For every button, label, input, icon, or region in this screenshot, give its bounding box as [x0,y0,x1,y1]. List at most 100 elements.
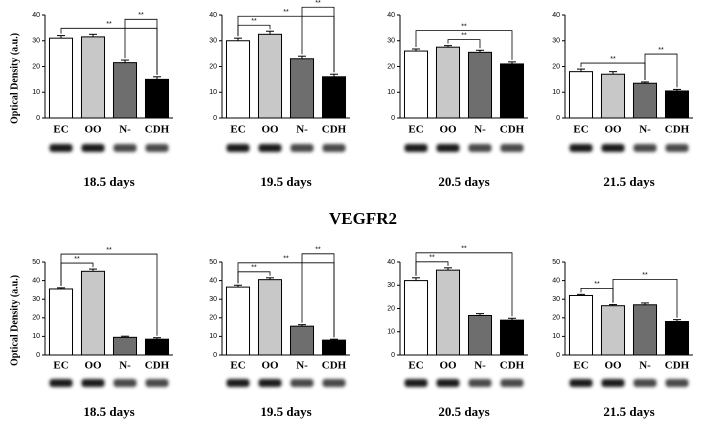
significance-bracket [447,39,481,49]
blot-band [226,144,250,152]
blot-band [258,379,282,387]
blot-band [665,379,689,387]
bar [568,71,594,119]
bar [664,321,690,356]
significance-label: ** [106,21,112,28]
x-tick-label: N- [119,124,131,136]
y-tick-label: 10 [32,333,40,340]
x-tick-label: N- [474,124,486,136]
y-tick-label: 40 [552,277,560,284]
blot-band [81,379,105,387]
significance-bracket [415,30,513,60]
blot-band [258,144,282,152]
x-tick-label: OO [604,124,622,136]
y-tick-label: 10 [552,333,560,340]
significance-label: ** [74,256,80,263]
bar [632,82,658,119]
x-tick-label: N- [296,360,308,372]
significance-bracket [301,6,335,73]
bar [144,78,170,119]
y-tick-label: 0 [213,352,217,359]
chart-title: 20.5 days [438,174,489,189]
blot-band [436,379,460,387]
bar [467,51,493,119]
blot-band [468,144,492,152]
x-tick-label: EC [408,124,423,136]
x-tick-label: EC [53,360,68,372]
x-tick-label: CDH [322,124,347,136]
blot-band [145,144,169,152]
bar [467,314,493,356]
significance-label: ** [138,12,144,19]
significance-bracket [124,18,158,75]
blot-band [49,144,73,152]
y-tick-label: 20 [387,63,395,70]
y-tick-label: 30 [552,38,560,45]
significance-label: ** [658,47,664,54]
x-tick-label: N- [119,360,131,372]
y-tick-label: 30 [387,282,395,289]
bar [632,304,658,356]
blot-band [322,144,346,152]
y-tick-label: 30 [209,296,217,303]
y-tick-label: 0 [36,115,40,122]
blot-band [49,379,73,387]
x-tick-label: OO [439,124,457,136]
y-tick-label: 30 [209,38,217,45]
significance-label: ** [642,272,648,279]
bar [257,279,283,356]
x-tick-label: EC [573,360,588,372]
bar [435,46,461,119]
blot-band [290,379,314,387]
y-tick-label: 20 [32,315,40,322]
x-tick-label: OO [439,360,457,372]
bar [112,62,138,119]
y-tick-label: 0 [36,352,40,359]
x-tick-label: OO [84,360,102,372]
significance-bracket [60,253,158,336]
y-tick-label: 40 [552,12,560,19]
significance-label: ** [315,0,321,7]
chart-title: 19.5 days [260,174,311,189]
blot-band [601,144,625,152]
significance-label: ** [106,247,112,254]
blot-band [113,144,137,152]
blot-band [665,144,689,152]
x-tick-label: CDH [145,360,170,372]
significance-label: ** [283,256,289,263]
bar [403,280,429,356]
x-tick-label: EC [230,360,245,372]
x-tick-label: OO [604,360,622,372]
bar [664,90,690,119]
blot-band [633,144,657,152]
y-tick-label: 50 [209,259,217,266]
y-tick-label: 10 [209,333,217,340]
bar [112,336,138,356]
blot-band [404,379,428,387]
blot-band [500,379,524,387]
y-axis-label: Optical Density (a.u.) [9,33,20,124]
blot-band [404,144,428,152]
blot-band [468,379,492,387]
blot-band [436,144,460,152]
bar [499,63,525,119]
significance-label: ** [283,9,289,16]
blot-band [226,379,250,387]
x-tick-label: CDH [500,360,525,372]
chart-title: 21.5 days [603,174,654,189]
bar [321,339,347,356]
blot-band [322,379,346,387]
blot-band [290,144,314,152]
significance-bracket [237,262,335,338]
bar [568,294,594,356]
bar [289,58,315,119]
x-tick-label: EC [53,124,68,136]
x-tick-label: EC [230,124,245,136]
y-tick-label: 40 [32,277,40,284]
x-tick-label: EC [408,360,423,372]
y-tick-label: 10 [387,89,395,96]
chart-title: 18.5 days [83,404,134,419]
y-tick-label: 30 [32,296,40,303]
y-tick-label: 40 [387,12,395,19]
